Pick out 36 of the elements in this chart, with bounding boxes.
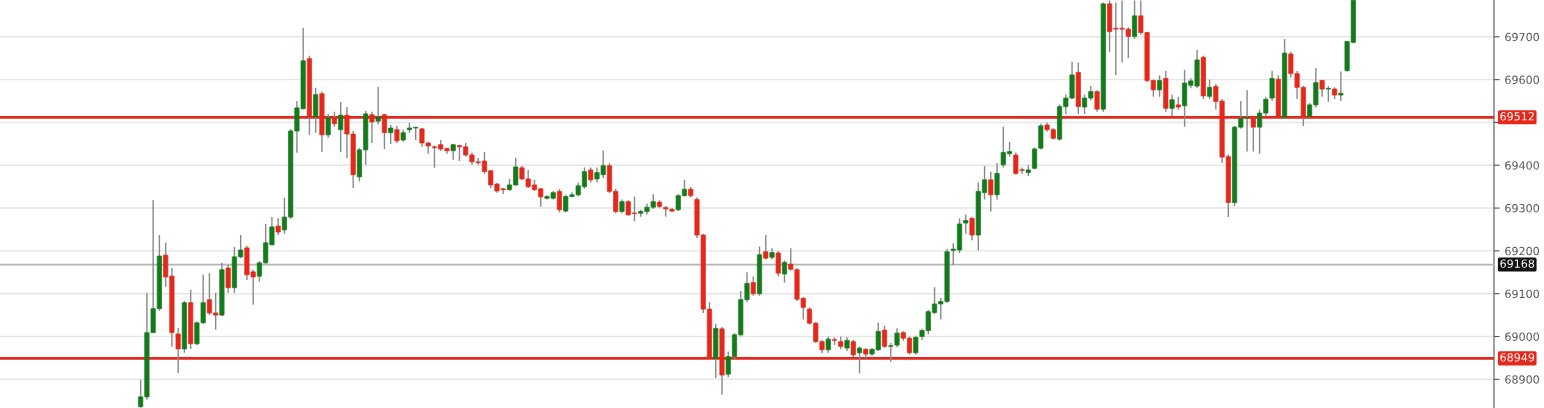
candlestick xyxy=(1269,69,1275,102)
candlestick xyxy=(988,170,994,213)
candlestick xyxy=(750,275,756,297)
candlestick xyxy=(913,334,919,356)
candlestick xyxy=(375,86,381,126)
candlestick xyxy=(338,101,344,153)
candlestick xyxy=(225,264,231,294)
candlestick xyxy=(1094,89,1100,113)
y-tick-label: 69100 xyxy=(1505,289,1540,299)
candlestick xyxy=(313,87,319,134)
candlestick xyxy=(781,259,788,284)
candlestick xyxy=(763,234,769,261)
candlestick xyxy=(369,111,375,144)
candlestick xyxy=(969,215,975,241)
y-tick-label: 69400 xyxy=(1505,161,1540,170)
y-tick-label: 68900 xyxy=(1505,375,1540,384)
candlestick xyxy=(994,162,1000,201)
ref-line-label: 69168 xyxy=(1500,259,1535,268)
y-tick-label: 69300 xyxy=(1505,204,1540,213)
candlestick xyxy=(881,325,888,349)
ref-line-label: 69512 xyxy=(1500,112,1534,121)
candlestick xyxy=(775,250,781,278)
y-tick-label: 69000 xyxy=(1505,332,1540,341)
y-tick-label: 69700 xyxy=(1505,32,1540,42)
y-tick-label: 69600 xyxy=(1505,75,1540,85)
candlestick xyxy=(1132,0,1138,40)
candlestick xyxy=(856,345,863,375)
candlestick xyxy=(556,188,563,214)
candlestick xyxy=(1157,74,1163,98)
candlestick xyxy=(1169,93,1175,117)
candlestick xyxy=(388,124,394,145)
candlestick xyxy=(1207,78,1213,100)
ref-line-label: 68949 xyxy=(1500,353,1535,362)
candlestick xyxy=(1338,70,1344,102)
candlestick xyxy=(325,113,331,139)
y-tick-label: 69200 xyxy=(1505,246,1540,256)
